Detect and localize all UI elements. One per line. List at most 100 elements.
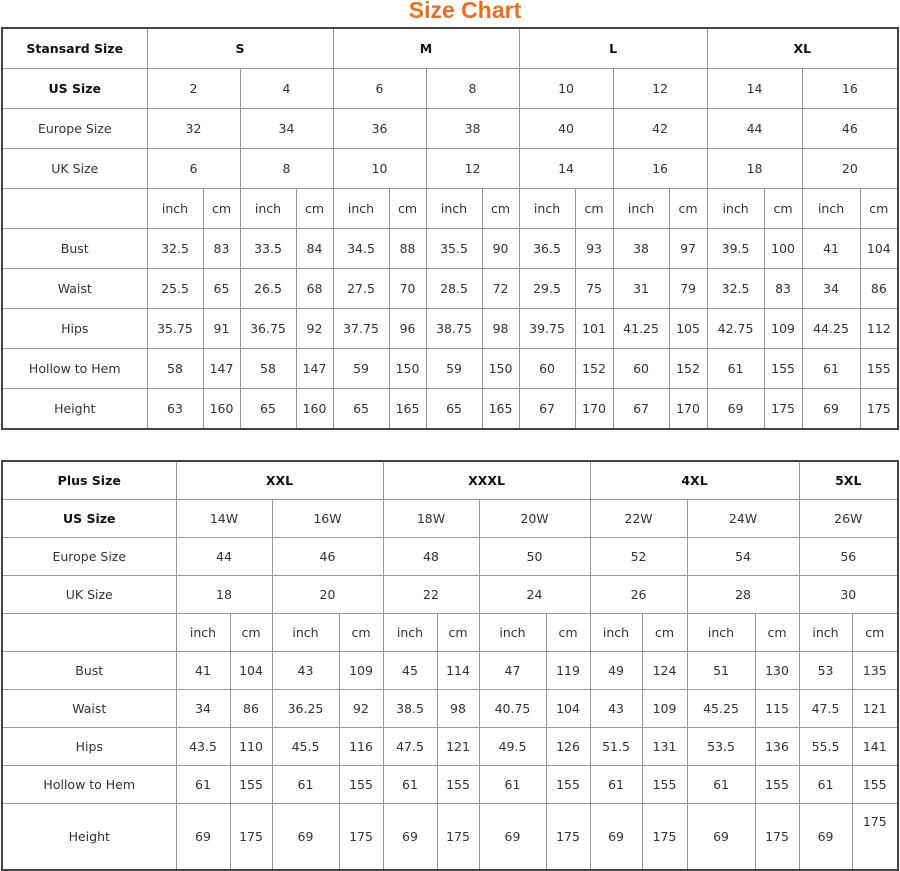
measurement-cell: 60 xyxy=(518,348,576,389)
measurement-cell: 43 xyxy=(271,651,340,690)
measurement-cell: 32.5 xyxy=(146,228,204,269)
size-cell: 24 xyxy=(478,575,591,614)
measurement-cell: 155 xyxy=(859,348,899,389)
measurement-cell: 43.5 xyxy=(175,727,231,766)
measurement-cell: 175 xyxy=(436,803,480,871)
measurement-cell: 61 xyxy=(382,765,438,804)
measurement-cell: 44.25 xyxy=(801,308,861,349)
size-cell: 4 xyxy=(239,68,334,109)
measurement-cell: 110 xyxy=(229,727,273,766)
measurement-cell: 61 xyxy=(798,765,853,804)
measurement-cell: 69 xyxy=(686,803,756,871)
measurement-cell: 170 xyxy=(668,388,708,430)
measurement-cell: 69 xyxy=(706,388,765,430)
size-cell: 14 xyxy=(518,148,614,189)
measurement-cell: 100 xyxy=(763,228,803,269)
measurement-cell: 65 xyxy=(202,268,241,309)
measurement-cell: 175 xyxy=(641,803,688,871)
measurement-cell: 61 xyxy=(478,765,547,804)
size-cell: 18W xyxy=(382,499,480,538)
measurement-cell: 165 xyxy=(388,388,427,430)
measurement-cell: 92 xyxy=(338,689,384,728)
measurement-cell: 45.25 xyxy=(686,689,756,728)
measurement-cell: 26.5 xyxy=(239,268,297,309)
row-label: US Size xyxy=(1,499,177,538)
measurement-cell: 96 xyxy=(388,308,427,349)
measurement-cell: 69 xyxy=(175,803,231,871)
measurement-cell: 104 xyxy=(545,689,591,728)
measurement-cell: 32.5 xyxy=(706,268,765,309)
size-group-header: XXXL xyxy=(382,460,591,500)
measurement-cell: 34 xyxy=(175,689,231,728)
measurement-cell: 155 xyxy=(545,765,591,804)
row-label: Height xyxy=(1,388,148,430)
group-header-row: Plus Size XXL XXXL 4XL 5XL xyxy=(1,460,899,500)
size-cell: 22W xyxy=(589,499,688,538)
size-group-header: L xyxy=(518,27,708,69)
unit-header: cm xyxy=(668,188,708,229)
measurement-cell: 130 xyxy=(754,651,800,690)
size-cell: 6 xyxy=(332,68,427,109)
size-cell: 40 xyxy=(518,108,614,149)
measurement-cell: 49.5 xyxy=(478,727,547,766)
row-label: Hips xyxy=(1,308,148,349)
row-label: UK Size xyxy=(1,148,148,189)
measurement-cell: 38 xyxy=(612,228,670,269)
measurement-cell: 63 xyxy=(146,388,204,430)
measurement-cell: 61 xyxy=(686,765,756,804)
measurement-cell: 41.25 xyxy=(612,308,670,349)
measurement-cell: 69 xyxy=(478,803,547,871)
measurement-cell: 121 xyxy=(436,727,480,766)
measurement-cell: 155 xyxy=(851,765,899,804)
measurement-cell: 83 xyxy=(202,228,241,269)
measurement-cell: 53 xyxy=(798,651,853,690)
measurement-cell: 175 xyxy=(338,803,384,871)
row-label: US Size xyxy=(1,68,148,109)
size-cell: 10 xyxy=(332,148,427,189)
size-cell: 22 xyxy=(382,575,480,614)
measurement-cell: 69 xyxy=(798,803,853,871)
size-cell: 42 xyxy=(612,108,708,149)
measurement-row: Bust 41 104 43 109 45 114 47 119 49 124 51 130 53 135 xyxy=(1,651,899,690)
unit-header: cm xyxy=(545,613,591,652)
measurement-cell: 29.5 xyxy=(518,268,576,309)
unit-header: inch xyxy=(271,613,340,652)
group-header-row: Stansard Size S M L XL xyxy=(1,27,899,69)
row-label: Bust xyxy=(1,651,177,690)
size-cell: 16W xyxy=(271,499,384,538)
measurement-cell: 69 xyxy=(589,803,643,871)
measurement-cell: 69 xyxy=(801,388,861,430)
measurement-cell: 36.75 xyxy=(239,308,297,349)
row-label: Europe Size xyxy=(1,537,177,576)
row-label: Waist xyxy=(1,689,177,728)
measurement-cell: 152 xyxy=(574,348,614,389)
size-cell: 36 xyxy=(332,108,427,149)
measurement-cell: 61 xyxy=(706,348,765,389)
size-row: Europe Size 44 46 48 50 52 54 56 xyxy=(1,537,899,576)
row-label: Europe Size xyxy=(1,108,148,149)
measurement-cell: 83 xyxy=(763,268,803,309)
size-cell: 32 xyxy=(146,108,241,149)
measurement-cell: 35.5 xyxy=(425,228,483,269)
unit-header: inch xyxy=(798,613,853,652)
measurement-row: Waist 34 86 36.25 92 38.5 98 40.75 104 43 109 45.25… xyxy=(1,689,899,728)
size-row: US Size 2 4 6 8 10 12 14 16 xyxy=(1,68,899,109)
measurement-cell: 90 xyxy=(481,228,520,269)
table-corner-label: Plus Size xyxy=(1,460,177,500)
unit-header: inch xyxy=(146,188,204,229)
measurement-cell: 155 xyxy=(338,765,384,804)
measurement-cell: 31 xyxy=(612,268,670,309)
measurement-cell: 51 xyxy=(686,651,756,690)
size-group-header: 5XL xyxy=(798,460,899,500)
measurement-cell: 72 xyxy=(481,268,520,309)
measurement-cell: 136 xyxy=(754,727,800,766)
measurement-cell: 160 xyxy=(295,388,334,430)
measurement-cell: 131 xyxy=(641,727,688,766)
measurement-cell: 61 xyxy=(801,348,861,389)
unit-header: cm xyxy=(436,613,480,652)
measurement-cell: 92 xyxy=(295,308,334,349)
size-cell: 38 xyxy=(425,108,520,149)
measurement-cell: 34.5 xyxy=(332,228,390,269)
measurement-cell: 59 xyxy=(425,348,483,389)
measurement-cell: 42.75 xyxy=(706,308,765,349)
